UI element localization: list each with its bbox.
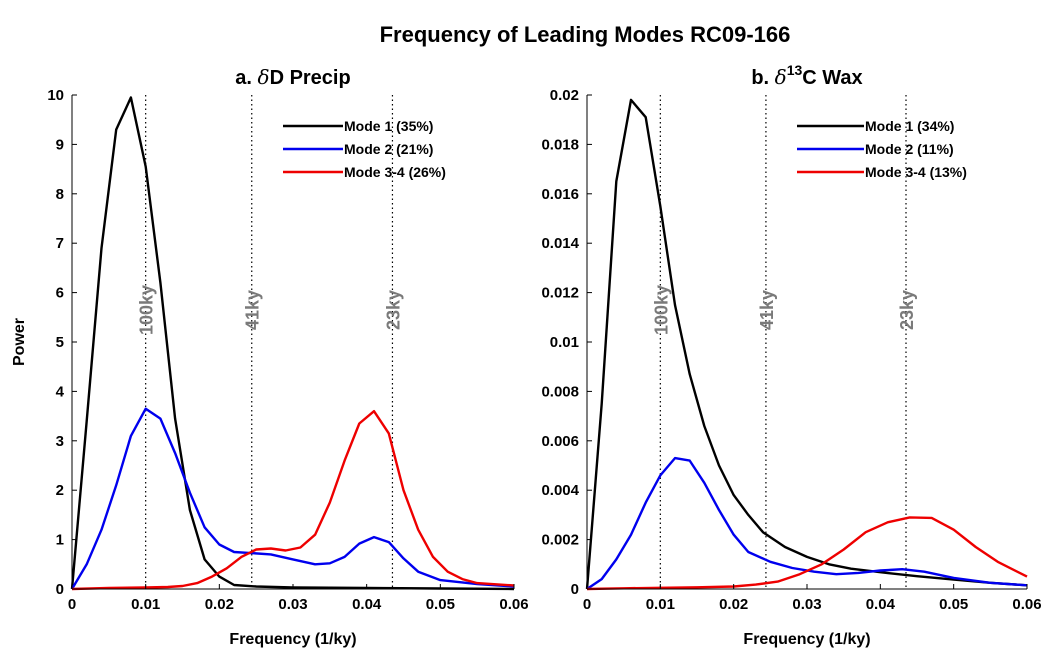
delta-symbol: δ bbox=[258, 65, 270, 89]
series-line bbox=[72, 411, 514, 589]
y-tick-label: 8 bbox=[56, 186, 64, 203]
y-tick-label: 0.016 bbox=[541, 186, 579, 203]
panel-a: a. δD Precip 100ky 41ky 23ky 0 0.01 0.02 0.03 0.… bbox=[11, 65, 529, 648]
x-tick-label: 0.03 bbox=[792, 596, 821, 613]
x-tick-label: 0.01 bbox=[131, 596, 160, 613]
period-label: 23ky bbox=[897, 290, 917, 330]
panel-title-prefix: b. bbox=[751, 67, 774, 89]
period-label: 100ky bbox=[651, 285, 671, 335]
y-tick-label: 0.006 bbox=[541, 433, 579, 450]
period-label: 100ky bbox=[137, 285, 157, 335]
legend-entry: Mode 1 (34%) bbox=[865, 118, 954, 134]
panel-title-suffix: D Precip bbox=[270, 67, 351, 89]
legend-entry: Mode 1 (35%) bbox=[344, 118, 433, 134]
y-tick-label: 10 bbox=[47, 87, 64, 104]
x-tick-label: 0.05 bbox=[939, 596, 968, 613]
x-tick-label: 0.06 bbox=[1012, 596, 1041, 613]
y-tick-label: 6 bbox=[56, 285, 64, 302]
y-tick-label: 0.014 bbox=[541, 235, 579, 252]
panel-title-suffix: C Wax bbox=[802, 67, 862, 89]
panel-title-prefix: a. bbox=[235, 67, 257, 89]
series-line bbox=[587, 458, 1027, 589]
x-tick-label: 0.04 bbox=[866, 596, 896, 613]
legend-entry: Mode 2 (21%) bbox=[344, 141, 433, 157]
period-label: 23ky bbox=[383, 290, 403, 330]
y-tick-label: 0.018 bbox=[541, 136, 579, 153]
panel-title: b. δ13C Wax bbox=[751, 62, 862, 89]
x-tick-label: 0.06 bbox=[499, 596, 528, 613]
y-tick-label: 0.01 bbox=[550, 334, 579, 351]
legend: Mode 1 (35%) Mode 2 (21%) Mode 3-4 (26%) bbox=[283, 118, 446, 180]
x-tick-label: 0.03 bbox=[278, 596, 307, 613]
period-label: 41ky bbox=[757, 290, 777, 330]
y-axis-label: Power bbox=[11, 318, 28, 366]
y-tick-label: 0 bbox=[56, 581, 64, 598]
legend-entry: Mode 2 (11%) bbox=[865, 141, 954, 157]
x-axis-label: Frequency (1/ky) bbox=[743, 631, 870, 648]
x-tick-label: 0.01 bbox=[646, 596, 675, 613]
y-tick-label: 1 bbox=[56, 532, 64, 549]
x-tick-label: 0 bbox=[583, 596, 591, 613]
x-tick-label: 0 bbox=[68, 596, 76, 613]
x-tick-label: 0.04 bbox=[352, 596, 382, 613]
y-tick-label: 3 bbox=[56, 433, 64, 450]
panel-title: a. δD Precip bbox=[235, 65, 350, 89]
x-axis-label: Frequency (1/ky) bbox=[229, 631, 356, 648]
legend-entry: Mode 3-4 (26%) bbox=[344, 164, 446, 180]
y-tick-label: 0.002 bbox=[541, 532, 579, 549]
y-tick-label: 7 bbox=[56, 235, 64, 252]
legend: Mode 1 (34%) Mode 2 (11%) Mode 3-4 (13%) bbox=[797, 118, 967, 180]
panel-b: b. δ13C Wax 100ky 41ky 23ky 0 0.01 0.02 0.03 0.0… bbox=[541, 62, 1041, 648]
period-label: 41ky bbox=[243, 290, 263, 330]
y-tick-label: 9 bbox=[56, 136, 64, 153]
y-tick-label: 0.008 bbox=[541, 383, 579, 400]
y-tick-label: 5 bbox=[56, 334, 64, 351]
figure-title: Frequency of Leading Modes RC09-166 bbox=[380, 22, 791, 47]
y-tick-label: 2 bbox=[56, 482, 64, 499]
y-tick-label: 0.02 bbox=[550, 87, 579, 104]
y-tick-label: 4 bbox=[56, 383, 65, 400]
series-line bbox=[72, 409, 514, 589]
y-tick-label: 0.012 bbox=[541, 285, 579, 302]
delta-symbol: δ bbox=[775, 65, 787, 89]
y-tick-label: 0 bbox=[571, 581, 579, 598]
x-tick-label: 0.02 bbox=[719, 596, 748, 613]
y-tick-label: 0.004 bbox=[541, 482, 579, 499]
x-tick-label: 0.05 bbox=[426, 596, 455, 613]
panel-title-superscript: 13 bbox=[787, 62, 803, 78]
legend-entry: Mode 3-4 (13%) bbox=[865, 164, 967, 180]
x-tick-label: 0.02 bbox=[205, 596, 234, 613]
